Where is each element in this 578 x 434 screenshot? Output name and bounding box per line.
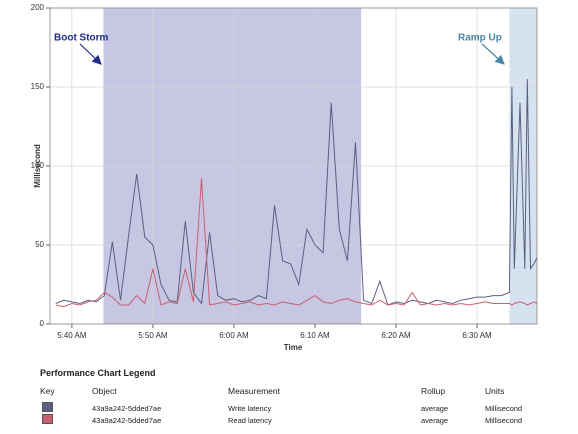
- cell: Write latency: [228, 403, 272, 413]
- y-tick-label: 0: [40, 319, 45, 328]
- annotation: Boot Storm: [54, 33, 109, 44]
- annotation: Ramp Up: [458, 33, 502, 44]
- header: Measurement: [228, 386, 280, 396]
- header: Units: [485, 386, 505, 396]
- legend-title: Performance Chart Legend: [40, 368, 156, 378]
- header: Rollup: [421, 386, 446, 396]
- series-line: [55, 79, 538, 306]
- y-tick-label: 200: [31, 3, 45, 12]
- header: Key: [40, 386, 55, 396]
- cell: Millisecond: [485, 415, 523, 425]
- series-line: [55, 178, 538, 308]
- cell: Read latency: [228, 415, 272, 425]
- y-tick-label: 150: [31, 82, 45, 91]
- cell: 43a9a242-5dded7ae: [92, 403, 162, 413]
- y-axis-label: Millisecond: [33, 144, 42, 188]
- legend-swatch: [42, 402, 53, 412]
- x-axis-label: Time: [284, 343, 303, 352]
- x-tick-label: 6:30 AM: [462, 331, 492, 340]
- x-tick-label: 5:40 AM: [57, 331, 87, 340]
- x-tick-label: 5:50 AM: [138, 331, 168, 340]
- legend-table: Performance Chart Legend Key Object Meas…: [40, 368, 522, 426]
- x-tick-label: 6:10 AM: [300, 331, 330, 340]
- cell: average: [421, 415, 449, 425]
- chart: Millisecond Time 0 50 100 150 200 5:40 AM 5:50…: [31, 3, 538, 352]
- cell: Millisecond: [485, 403, 523, 413]
- cell: average: [421, 403, 449, 413]
- legend-swatch: [42, 414, 53, 424]
- plot: [46, 7, 538, 328]
- annotation-arrow: [481, 43, 505, 65]
- y-tick-label: 50: [35, 240, 44, 249]
- plot-frame: [49, 7, 538, 325]
- cell: 43a9a242-5dded7ae: [92, 415, 162, 425]
- table: Key Object Measurement Rollup Units 43a9…: [40, 386, 522, 426]
- x-tick-label: 6:20 AM: [381, 331, 411, 340]
- header: Object: [92, 386, 117, 396]
- x-tick-label: 6:00 AM: [219, 331, 249, 340]
- y-tick-label: 100: [31, 161, 45, 170]
- annotation-arrow: [79, 43, 102, 65]
